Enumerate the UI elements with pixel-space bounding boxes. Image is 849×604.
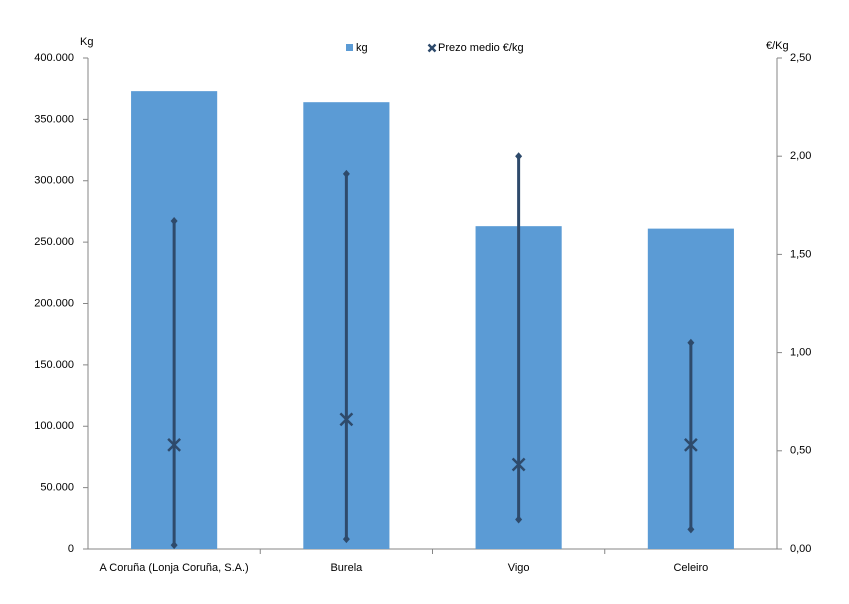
range-end bbox=[687, 525, 695, 534]
y-axis-label: Kg bbox=[80, 36, 93, 48]
x-tick-label: Burela bbox=[330, 562, 363, 574]
range-end bbox=[515, 515, 523, 524]
y-tick-label: 250.000 bbox=[34, 236, 74, 248]
y2-tick-label: 1,00 bbox=[790, 347, 811, 359]
price-marker bbox=[339, 412, 354, 427]
y-tick-label: 0 bbox=[68, 543, 74, 555]
legend-marker bbox=[427, 43, 437, 53]
y-tick-label: 350.000 bbox=[34, 113, 74, 125]
legend-swatch bbox=[346, 44, 353, 51]
range-end bbox=[170, 541, 178, 550]
cross-stroke bbox=[167, 438, 182, 452]
range-end bbox=[687, 338, 695, 347]
cross-stroke bbox=[511, 457, 526, 472]
cross-stroke bbox=[683, 438, 698, 452]
price-marker bbox=[683, 438, 698, 452]
y-tick-label: 400.000 bbox=[34, 52, 74, 64]
y-tick-label: 300.000 bbox=[34, 175, 74, 187]
legend-label: kg bbox=[356, 42, 368, 54]
y-tick-label: 150.000 bbox=[34, 359, 74, 371]
range-end bbox=[515, 152, 523, 161]
y-tick-label: 50.000 bbox=[40, 482, 74, 494]
y2-tick-label: 1,50 bbox=[790, 248, 811, 260]
y2-tick-label: 0,00 bbox=[790, 543, 811, 555]
y-tick-label: 200.000 bbox=[34, 297, 74, 309]
legend-label: Prezo medio €/kg bbox=[438, 42, 524, 54]
x-tick-label: Vigo bbox=[508, 562, 530, 574]
y-tick-label: 100.000 bbox=[34, 420, 74, 432]
y2-axis-label: €/Kg bbox=[766, 40, 789, 52]
range-end bbox=[342, 169, 350, 178]
cross-stroke bbox=[427, 43, 437, 53]
y2-tick-label: 0,50 bbox=[790, 445, 811, 457]
x-tick-label: Celeiro bbox=[673, 562, 708, 574]
x-tick-label: A Coruña (Lonja Coruña, S.A.) bbox=[100, 562, 249, 574]
price-marker bbox=[167, 438, 182, 452]
range-end bbox=[342, 535, 350, 544]
range-end bbox=[170, 217, 178, 226]
cross-stroke bbox=[339, 412, 354, 427]
price-marker bbox=[511, 457, 526, 472]
y2-tick-label: 2,50 bbox=[790, 52, 811, 64]
y2-tick-label: 2,00 bbox=[790, 150, 811, 162]
